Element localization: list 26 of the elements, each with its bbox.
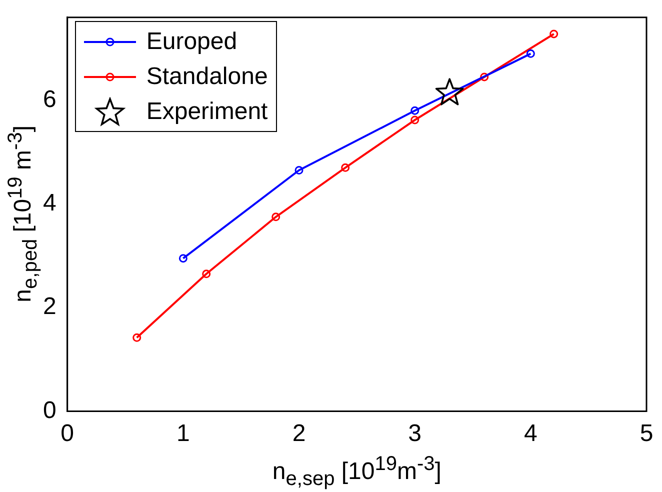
point xyxy=(132,333,142,342)
y-tick-label: 6 xyxy=(42,86,56,113)
y-tick-label: 4 xyxy=(42,190,56,217)
point xyxy=(410,116,420,124)
point xyxy=(294,166,304,175)
x-axis-title: n$_{e,sep}$ [10$^{19}$m$^{-3}$] xyxy=(272,453,442,491)
y-tick-label: 0 xyxy=(42,396,56,424)
point xyxy=(178,254,188,263)
legend-label: Standalone xyxy=(146,62,268,91)
point xyxy=(341,163,350,172)
point xyxy=(435,78,464,106)
point xyxy=(410,106,420,115)
x-tick-label: 0 xyxy=(60,420,74,448)
point xyxy=(550,30,558,38)
point xyxy=(272,212,280,222)
point xyxy=(526,49,535,58)
point xyxy=(480,72,489,82)
legend-label: Experiment xyxy=(146,98,268,126)
x-tick-label: 2 xyxy=(292,420,306,448)
x-tick-label: 5 xyxy=(640,420,654,448)
x-tick-label: 3 xyxy=(408,420,422,448)
legend-label: Europed xyxy=(146,28,238,56)
x-tick-label: 1 xyxy=(176,420,190,448)
point xyxy=(202,270,211,278)
x-tick-label: 4 xyxy=(524,420,538,448)
y-tick-label: 2 xyxy=(42,293,56,320)
